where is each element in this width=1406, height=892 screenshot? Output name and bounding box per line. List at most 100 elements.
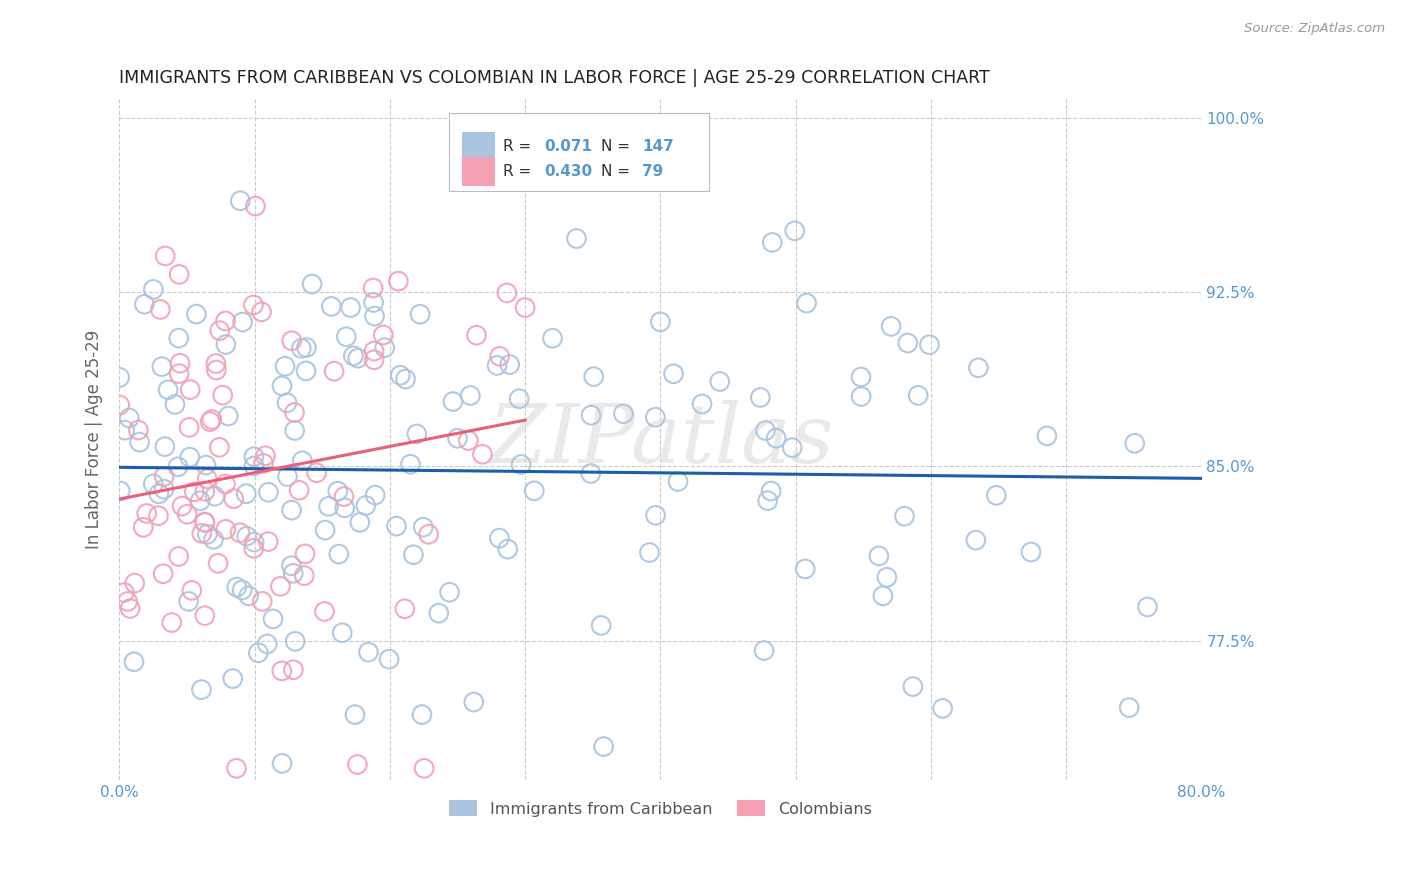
Point: [148, 508, 170, 523]
Point: [280, 334, 302, 348]
Point: [314, 605, 336, 619]
Point: [328, 547, 350, 561]
Point: [314, 523, 336, 537]
Point: [242, 541, 264, 556]
Point: [364, 488, 387, 502]
Point: [709, 375, 731, 389]
Point: [108, 483, 131, 498]
Point: [349, 516, 371, 530]
Point: [1036, 429, 1059, 443]
Point: [759, 484, 782, 499]
Point: [508, 392, 530, 406]
Point: [330, 625, 353, 640]
Point: [152, 566, 174, 581]
Point: [579, 408, 602, 422]
Point: [409, 307, 432, 321]
Text: Source: ZipAtlas.com: Source: ZipAtlas.com: [1244, 22, 1385, 36]
Point: [257, 485, 280, 500]
Point: [245, 199, 267, 213]
Point: [271, 756, 294, 771]
Point: [235, 529, 257, 543]
Point: [238, 589, 260, 603]
Point: [965, 533, 987, 548]
Point: [198, 415, 221, 429]
Point: [321, 299, 343, 313]
Point: [229, 194, 252, 208]
Point: [167, 367, 190, 381]
Point: [752, 643, 775, 657]
Point: [179, 450, 201, 465]
Point: [250, 305, 273, 319]
Point: [901, 680, 924, 694]
Point: [394, 602, 416, 616]
Point: [378, 652, 401, 666]
Point: [149, 302, 172, 317]
Point: [231, 582, 253, 597]
Point: [186, 307, 208, 321]
Point: [225, 761, 247, 775]
Point: [208, 440, 231, 454]
Point: [108, 398, 131, 412]
Point: [190, 682, 212, 697]
Point: [1019, 545, 1042, 559]
Point: [499, 358, 522, 372]
Point: [276, 469, 298, 483]
Point: [986, 488, 1008, 502]
Point: [893, 509, 915, 524]
Point: [918, 337, 941, 351]
Point: [342, 349, 364, 363]
Point: [346, 757, 368, 772]
Point: [205, 363, 228, 377]
Point: [262, 612, 284, 626]
Point: [188, 493, 211, 508]
Point: [194, 484, 217, 499]
Point: [283, 566, 305, 581]
Point: [283, 405, 305, 419]
Point: [170, 499, 193, 513]
Point: [754, 424, 776, 438]
Point: [294, 547, 316, 561]
Point: [405, 427, 427, 442]
Point: [295, 341, 318, 355]
Point: [257, 534, 280, 549]
Point: [114, 423, 136, 437]
Point: [118, 411, 141, 425]
Point: [243, 450, 266, 464]
Point: [284, 634, 307, 648]
Point: [612, 407, 634, 421]
Point: [761, 235, 783, 250]
Text: N =: N =: [600, 164, 634, 179]
Point: [215, 522, 238, 536]
Point: [194, 516, 217, 530]
Point: [124, 576, 146, 591]
Point: [207, 557, 229, 571]
Point: [280, 503, 302, 517]
Point: [112, 585, 135, 599]
Point: [195, 527, 218, 541]
Point: [191, 526, 214, 541]
Point: [457, 434, 479, 448]
Point: [232, 315, 254, 329]
Point: [333, 490, 356, 504]
Point: [439, 585, 461, 599]
Bar: [463, 157, 495, 186]
Point: [650, 315, 672, 329]
Point: [194, 458, 217, 472]
Point: [252, 594, 274, 608]
Text: 0.071: 0.071: [544, 139, 592, 154]
Point: [389, 368, 412, 383]
Point: [247, 646, 270, 660]
Point: [374, 341, 396, 355]
Point: [194, 608, 217, 623]
Text: N =: N =: [600, 139, 634, 154]
Point: [153, 482, 176, 496]
Point: [907, 388, 929, 402]
Point: [515, 301, 537, 315]
Point: [305, 466, 328, 480]
Point: [153, 469, 176, 483]
Point: [880, 319, 903, 334]
Point: [290, 342, 312, 356]
Point: [872, 589, 894, 603]
Point: [128, 435, 150, 450]
Point: [292, 568, 315, 582]
